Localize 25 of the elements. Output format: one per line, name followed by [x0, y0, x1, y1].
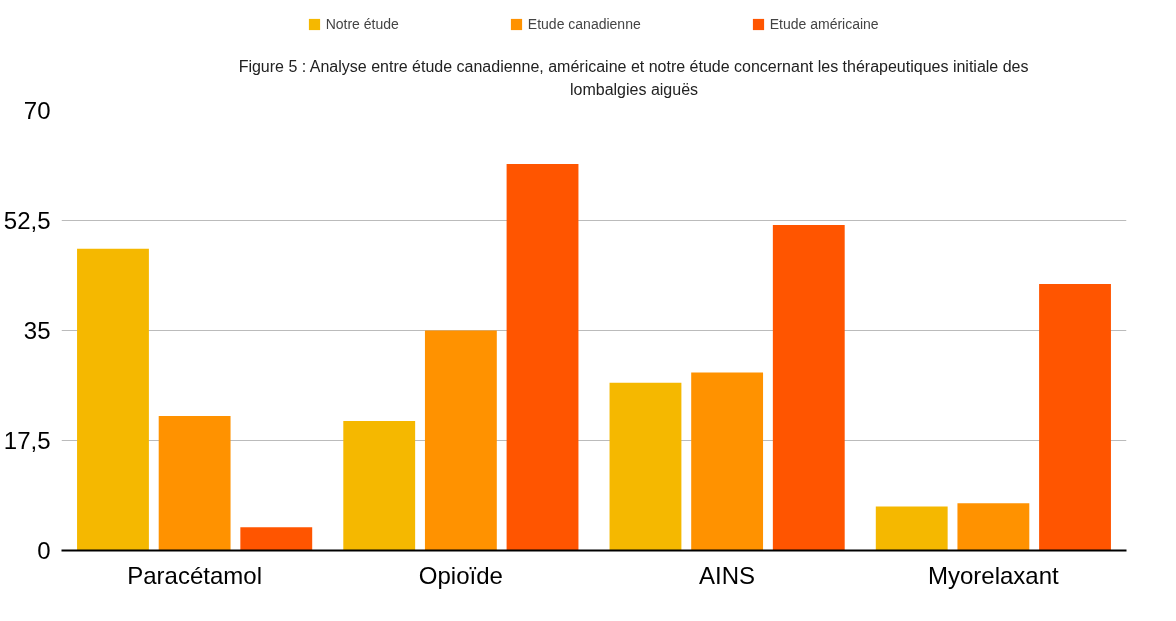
bar — [1039, 283, 1111, 551]
x-tick-label: Paracétamol — [127, 561, 262, 589]
legend-label: Notre étude — [325, 16, 399, 32]
bar — [609, 382, 682, 551]
bar — [158, 415, 231, 551]
y-tick-label: 17,5 — [3, 427, 51, 454]
bar — [875, 506, 948, 551]
bar — [77, 248, 149, 551]
bar — [240, 527, 313, 551]
legend-label: Etude américaine — [769, 16, 879, 32]
y-tick-label: 70 — [23, 97, 51, 124]
x-tick-label: AINS — [699, 561, 756, 589]
x-tick-label: Opioïde — [418, 561, 503, 589]
y-tick-label: 35 — [23, 317, 51, 344]
bar — [691, 372, 764, 551]
bar — [772, 224, 845, 551]
x-tick-label: Myorelaxant — [928, 561, 1060, 589]
chart-title: Figure 5 : Analyse entre étude canadienne, américaine et notre étude concernant les thérapeutiques initiale des lombalgies aiguës — [238, 57, 1029, 99]
bar — [343, 421, 416, 551]
legend-label: Etude canadienne — [527, 16, 641, 32]
bar — [424, 330, 497, 551]
bar — [957, 503, 1030, 551]
y-tick-label: 0 — [37, 537, 51, 564]
bar — [506, 163, 579, 551]
y-tick-label: 52,5 — [3, 207, 51, 234]
